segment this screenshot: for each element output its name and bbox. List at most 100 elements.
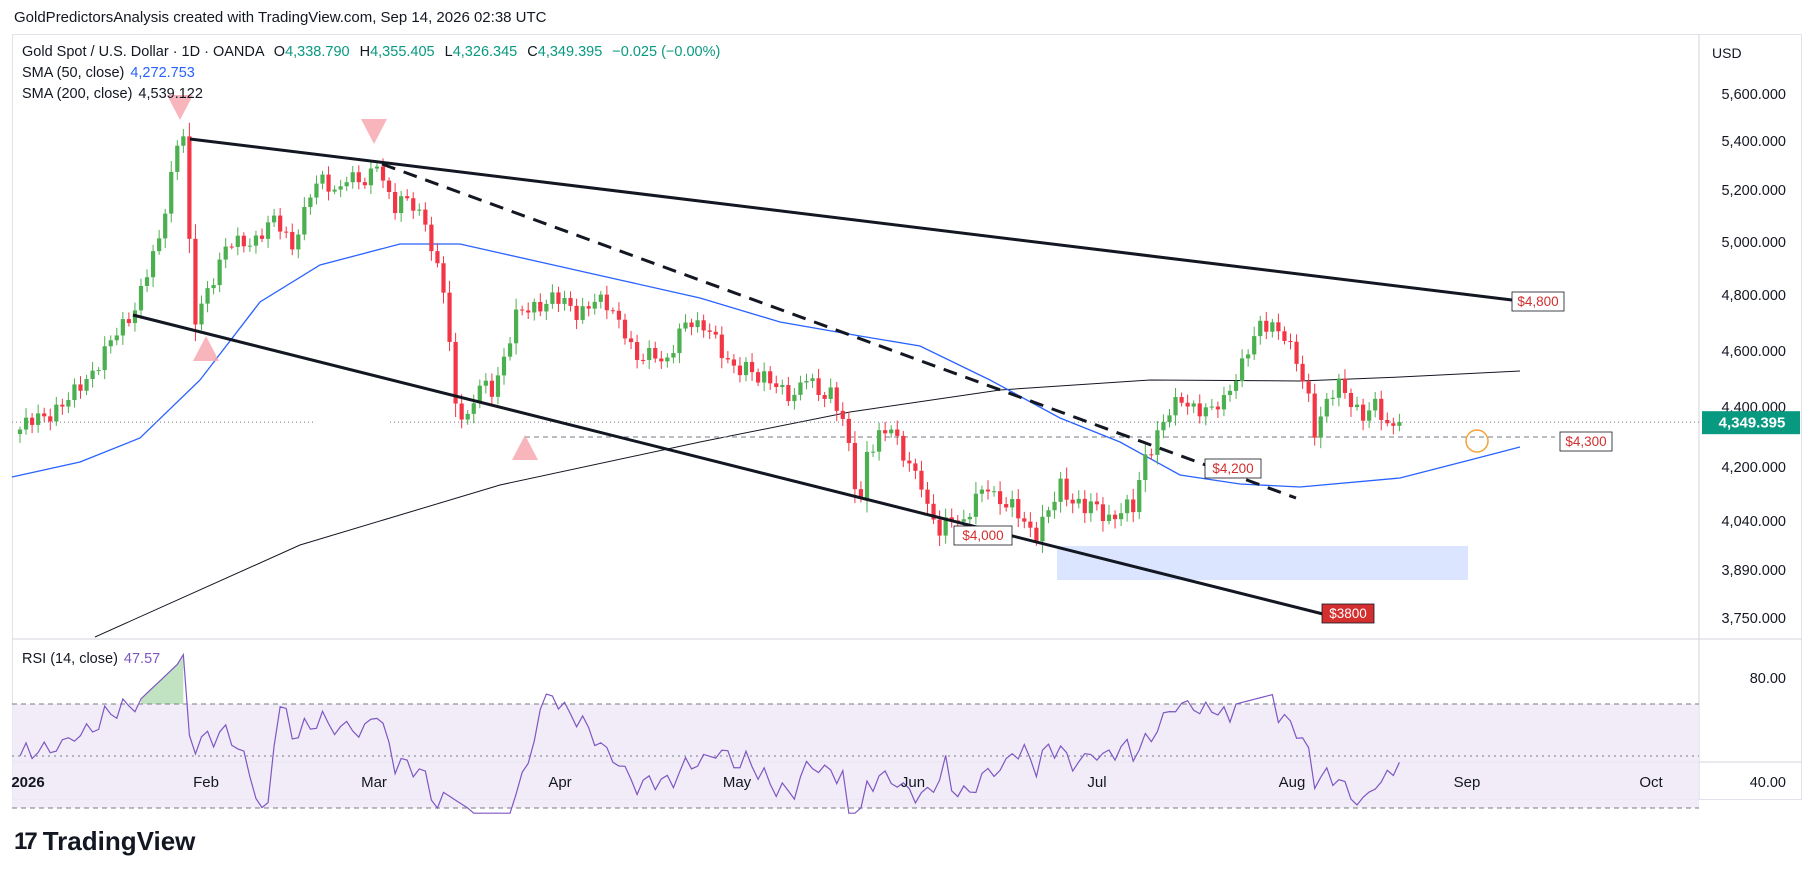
candle: [1100, 504, 1106, 522]
candle: [671, 353, 676, 358]
candle: [574, 305, 579, 320]
candle: [616, 310, 622, 320]
candle: [217, 259, 222, 286]
candle: [858, 489, 864, 499]
low-value: 4,326.345: [452, 44, 518, 60]
candle: [1082, 498, 1087, 514]
candle: [1197, 403, 1202, 417]
candle: [265, 222, 271, 239]
symbol-name[interactable]: Gold Spot / U.S. Dollar · 1D · OANDA: [22, 44, 264, 60]
candle: [477, 385, 482, 404]
candle: [465, 413, 470, 420]
annotation-4300: $4,300: [1565, 434, 1606, 449]
price-tick: 5,600.000: [1721, 87, 1786, 103]
candle: [483, 380, 488, 386]
candle: [193, 238, 198, 325]
price-tick: 3,890.000: [1721, 563, 1786, 579]
sma50-legend[interactable]: SMA (50, close) 4,272.753: [22, 65, 195, 81]
annotation-3800-box: [1321, 603, 1375, 624]
upper-trendline: [189, 137, 1513, 302]
rsi-line: [19, 652, 1400, 814]
annotation-4200-box: [1204, 458, 1262, 479]
candle: [1131, 499, 1136, 513]
candle: [877, 430, 882, 452]
candle: [889, 429, 894, 434]
candle: [30, 417, 35, 425]
candle: [163, 213, 168, 239]
candle: [834, 387, 839, 411]
candle: [296, 234, 301, 250]
candle: [792, 394, 797, 402]
time-tick: Jul: [1087, 774, 1106, 791]
last-price-value: 4,349.395: [1719, 415, 1786, 432]
candle: [435, 251, 440, 264]
candle: [901, 435, 906, 461]
candle: [828, 387, 833, 399]
candle: [1324, 398, 1329, 417]
candle: [259, 235, 265, 239]
candle: [943, 517, 948, 536]
circle-marker: [1465, 429, 1489, 453]
chart-header: GoldPredictorsAnalysis created with Trad…: [14, 9, 547, 26]
candle: [138, 285, 144, 311]
triangle-marker: [512, 435, 538, 460]
candle: [1173, 397, 1178, 416]
candle: [1282, 331, 1287, 341]
tradingview-logo-icon: 17: [14, 827, 38, 855]
tradingview-brand: 17 TradingView: [14, 826, 195, 857]
candle: [598, 294, 603, 302]
candle: [393, 191, 398, 214]
candle: [17, 429, 23, 434]
annotation-4000: $4,000: [962, 528, 1003, 543]
candle: [169, 171, 174, 214]
candle: [586, 306, 591, 309]
candle: [362, 182, 367, 186]
price-tick: 4,200.000: [1721, 460, 1786, 476]
candle: [647, 348, 652, 361]
candle: [725, 358, 730, 360]
candle: [338, 186, 343, 190]
candle: [1379, 398, 1384, 421]
candle: [568, 298, 573, 306]
candle: [471, 403, 476, 414]
currency-label[interactable]: USD: [1712, 45, 1742, 61]
brand-name: TradingView: [42, 826, 196, 856]
candle: [368, 168, 373, 186]
candle: [804, 381, 809, 383]
candle: [1306, 381, 1311, 394]
candle: [386, 180, 392, 192]
candle: [157, 238, 162, 252]
candle: [1076, 498, 1081, 504]
lower-trendline: [132, 313, 1324, 616]
dashed-trendline: [381, 162, 1297, 500]
candle: [1361, 404, 1366, 421]
candle: [1149, 454, 1154, 456]
candle: [181, 136, 186, 146]
candle: [290, 231, 295, 250]
candle: [677, 328, 682, 354]
candle: [798, 382, 803, 395]
candle: [1391, 423, 1396, 426]
candle: [90, 370, 95, 380]
candle: [864, 451, 870, 499]
candle: [931, 503, 936, 520]
candle: [695, 320, 700, 328]
candle: [54, 404, 59, 422]
candle: [1155, 430, 1160, 455]
candle: [380, 166, 386, 181]
candle: [253, 235, 259, 246]
candle: [1112, 514, 1118, 520]
candle: [314, 183, 319, 198]
candle: [532, 301, 537, 313]
candle: [961, 519, 966, 522]
candle: [919, 470, 924, 490]
rsi-legend[interactable]: RSI (14, close) 47.57: [22, 651, 160, 667]
candle: [840, 410, 845, 419]
candle: [683, 322, 688, 329]
high-value: 4,355.405: [370, 44, 435, 60]
candle: [1137, 480, 1142, 513]
candle: [223, 246, 228, 260]
candle: [1312, 393, 1317, 438]
sma200-legend[interactable]: SMA (200, close) 4,539.122: [22, 86, 203, 102]
